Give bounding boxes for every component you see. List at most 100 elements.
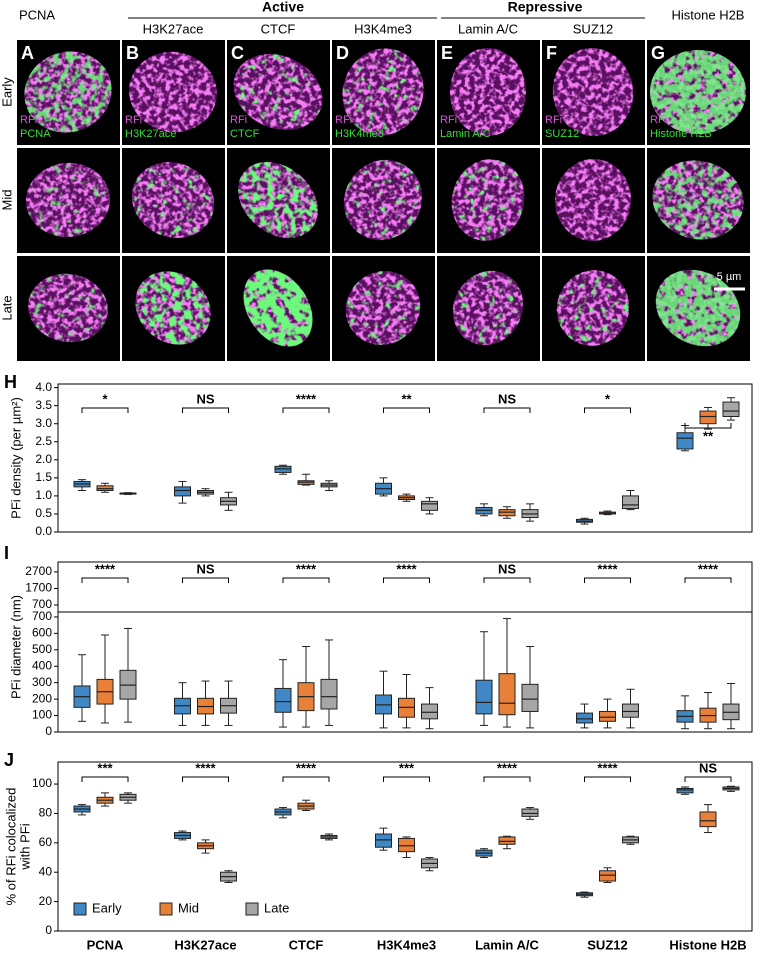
x-tick-label: Lamin A/C [475, 937, 539, 952]
significance-bracket [584, 407, 631, 413]
scale-bar-label: 5 µm [717, 271, 742, 283]
row-label: Late [0, 295, 14, 320]
nucleus-marker [26, 162, 110, 238]
y-tick-label: 2700 [25, 564, 52, 578]
marker-label: Lamin A/C [440, 128, 491, 140]
box [421, 500, 438, 511]
column-label: Histone H2B [672, 7, 745, 22]
nucleus-marker [131, 162, 215, 238]
nucleus-marker [243, 269, 313, 347]
significance-label: NS [498, 561, 516, 576]
y-axis-label: with PFi [17, 823, 32, 870]
significance-bracket [182, 407, 229, 413]
plot-frame-upper [57, 561, 753, 609]
significance-label: NS [196, 391, 214, 406]
plot-frame [57, 383, 753, 533]
significance-label: **** [597, 561, 618, 576]
significance-label: **** [497, 760, 518, 775]
y-tick-label: 1.5 [35, 470, 52, 484]
box [576, 712, 593, 724]
box [274, 687, 292, 713]
significance-label: ** [703, 428, 714, 443]
significance-label: NS [699, 760, 717, 775]
box [375, 833, 392, 848]
y-tick-label: 700 [32, 609, 52, 623]
marker-label: Histone H2B [650, 128, 712, 140]
panel-letter: I [4, 543, 9, 563]
nucleus-marker [24, 51, 112, 133]
significance-bracket [282, 776, 330, 782]
x-tick-label: H3K27ace [174, 937, 236, 952]
box [699, 410, 717, 425]
legend-swatch [245, 902, 259, 916]
plot-frame [57, 761, 753, 932]
panel-letter: D [336, 43, 349, 63]
nucleus-rfi [554, 159, 632, 241]
y-tick-label: 700 [32, 597, 52, 611]
box [475, 679, 493, 715]
column-label: Lamin A/C [458, 21, 518, 36]
box [599, 710, 616, 722]
box [699, 811, 717, 828]
x-tick-label: CTCF [289, 937, 324, 952]
nucleus-marker [238, 162, 318, 238]
marker-label: PCNA [20, 128, 51, 140]
significance-bracket [483, 577, 531, 583]
y-axis-label: % of RFi colocalized [3, 788, 18, 906]
x-tick-label: H3K4me3 [377, 937, 436, 952]
significance-label: *** [399, 760, 415, 775]
row-label: Mid [0, 190, 14, 211]
nucleus-marker [452, 270, 524, 346]
significance-bracket [81, 577, 129, 583]
channel-label: RFi [230, 114, 247, 126]
box [421, 703, 438, 720]
panel-letter: C [231, 43, 244, 63]
y-tick-label: 2.0 [35, 452, 52, 466]
box [174, 486, 191, 497]
significance-bracket [383, 776, 430, 782]
channel-label: RFi [650, 114, 667, 126]
legend-label: Mid [178, 900, 199, 915]
box [521, 808, 539, 817]
panel-letter: F [546, 43, 557, 63]
y-tick-label: 400 [32, 658, 52, 672]
significance-bracket [684, 423, 732, 429]
significance-bracket [282, 407, 330, 413]
y-tick-label: 500 [32, 642, 52, 656]
significance-bracket [483, 407, 531, 413]
channel-label: RFi [125, 114, 142, 126]
significance-bracket [81, 407, 129, 413]
significance-bracket [81, 776, 129, 782]
panel-letter: J [4, 750, 14, 770]
x-tick-label: SUZ12 [587, 937, 627, 952]
significance-label: **** [296, 760, 317, 775]
significance-label: * [102, 391, 108, 406]
plot-frame [57, 611, 753, 733]
nucleus-marker [28, 273, 108, 343]
y-tick-label: 3.5 [35, 398, 52, 412]
nucleus-marker [451, 159, 525, 241]
significance-bracket [483, 776, 531, 782]
significance-bracket [684, 776, 732, 782]
nucleus-marker [652, 160, 744, 240]
significance-label: NS [498, 391, 516, 406]
box [622, 703, 639, 718]
legend-label: Early [92, 900, 122, 915]
y-tick-label: 0.0 [35, 524, 52, 538]
nucleus-rfi [552, 48, 634, 136]
y-axis-label: PFi density (per µm²) [8, 397, 23, 519]
significance-label: * [605, 391, 611, 406]
significance-label: **** [396, 561, 417, 576]
significance-label: **** [296, 561, 317, 576]
y-tick-label: 4.0 [35, 380, 52, 394]
y-tick-label: 2.5 [35, 434, 52, 448]
significance-bracket [584, 776, 631, 782]
column-label: H3K27ace [143, 21, 204, 36]
column-label: CTCF [261, 21, 296, 36]
panel-letter: B [126, 43, 139, 63]
channel-label: RFi [20, 114, 37, 126]
y-tick-label: 100 [32, 708, 52, 722]
significance-label: **** [95, 561, 116, 576]
y-tick-label: 600 [32, 626, 52, 640]
